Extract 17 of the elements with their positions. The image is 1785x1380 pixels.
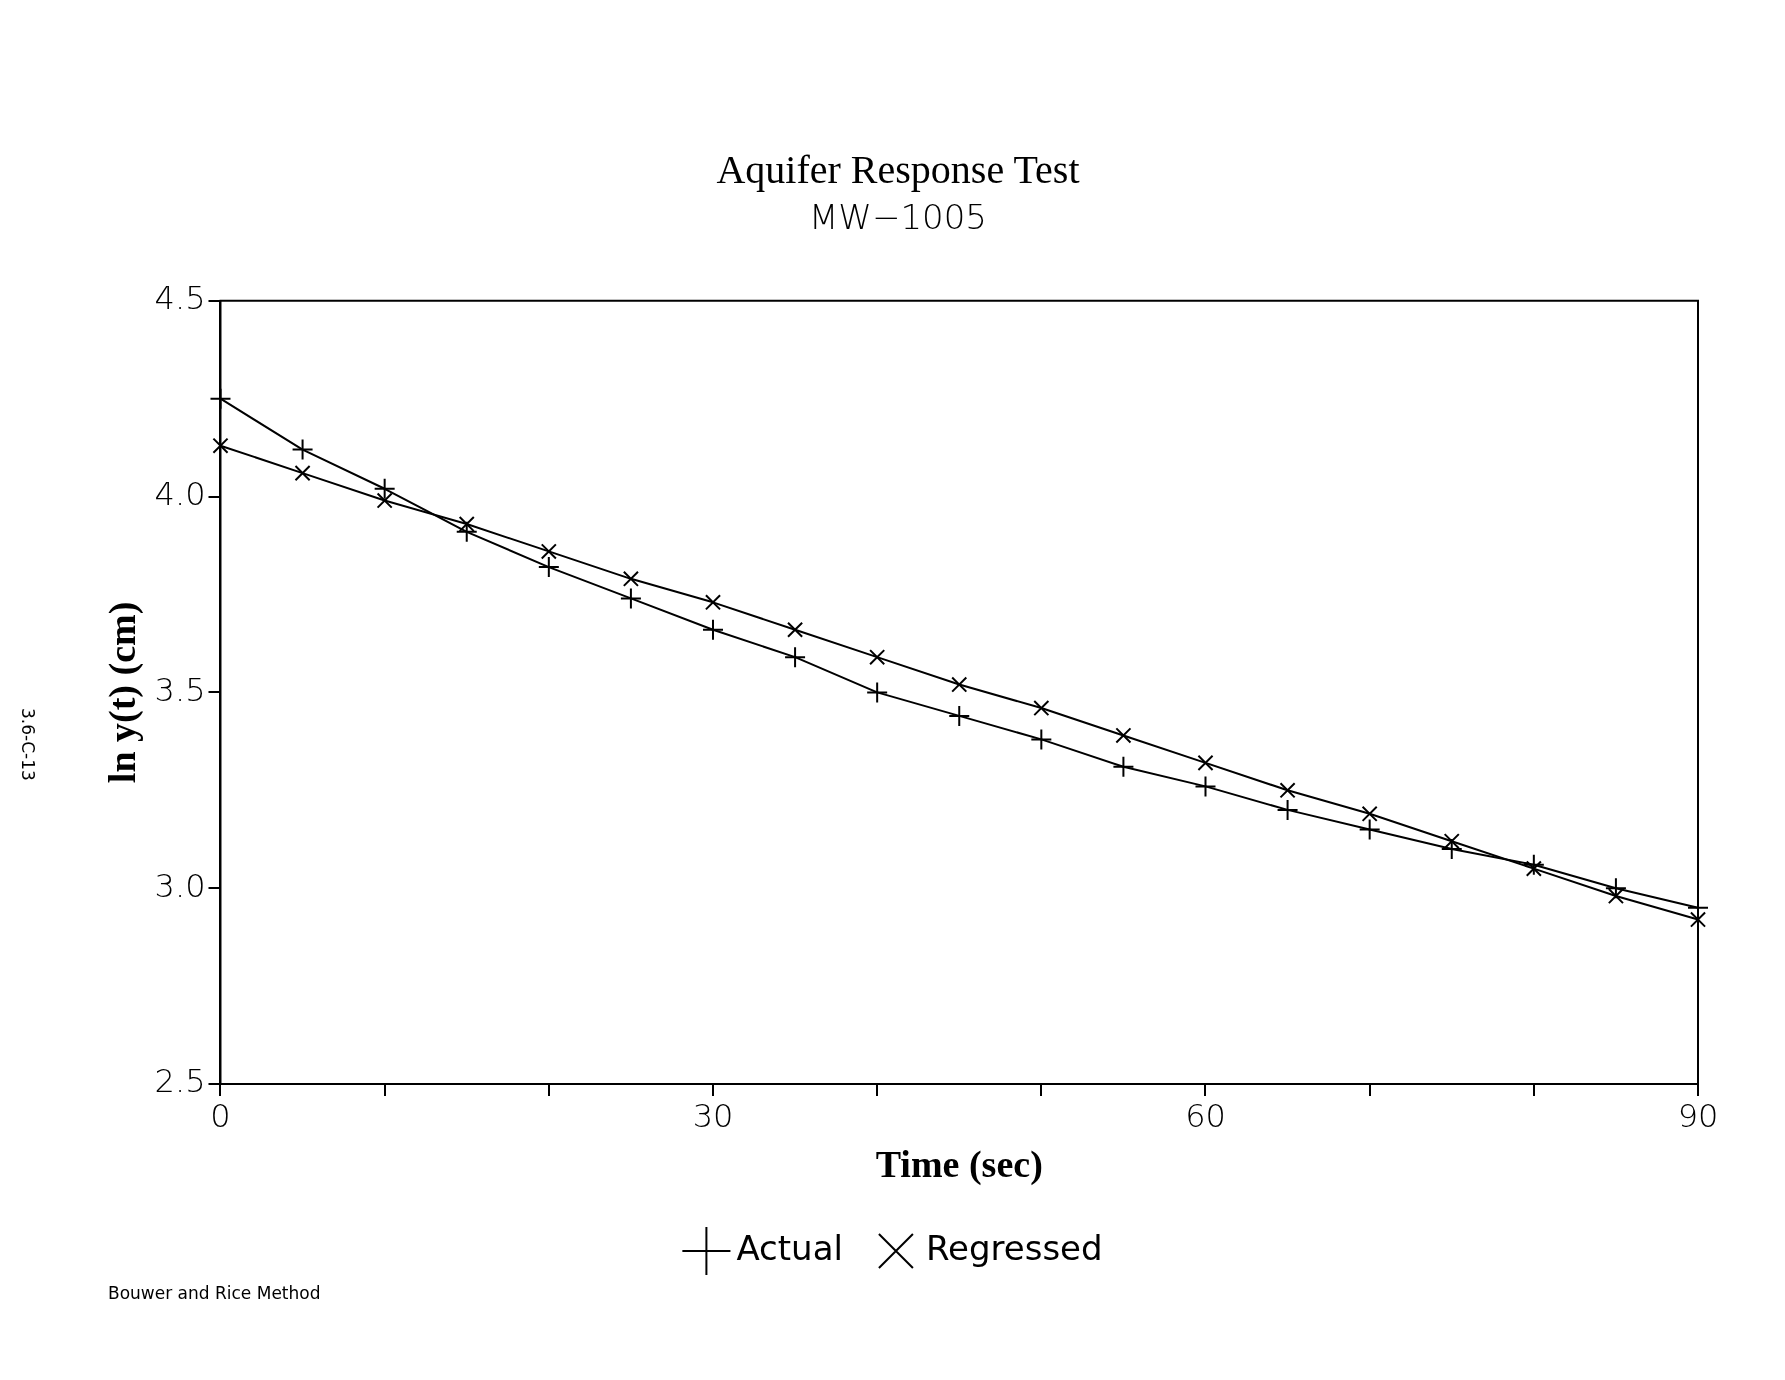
x-axis-title: Time (sec) <box>875 1143 1043 1187</box>
y-axis-title: ln y(t) (cm) <box>100 601 144 784</box>
text: 3.6-C-13 <box>18 708 38 781</box>
x-tick-label: 60 <box>1185 1096 1226 1135</box>
x-tick-label: 0 <box>210 1096 231 1135</box>
y-tick-label: 4.5 <box>154 279 206 318</box>
chart-title: Aquifer Response Test <box>716 146 1080 192</box>
y-tick-label: 3.5 <box>154 670 206 709</box>
y-tick-label: 2.5 <box>154 1062 206 1101</box>
text: Bouwer and Rice Method <box>108 1283 321 1303</box>
legend-label: Actual <box>736 1227 843 1268</box>
y-tick-label: 3.0 <box>154 866 206 905</box>
y-tick-label: 4.0 <box>154 474 206 513</box>
chart-subtitle: MW−1005 <box>809 197 987 238</box>
x-tick-label: 90 <box>1677 1096 1719 1135</box>
x-tick-label: 30 <box>692 1096 734 1135</box>
legend-label: Regressed <box>925 1227 1103 1268</box>
